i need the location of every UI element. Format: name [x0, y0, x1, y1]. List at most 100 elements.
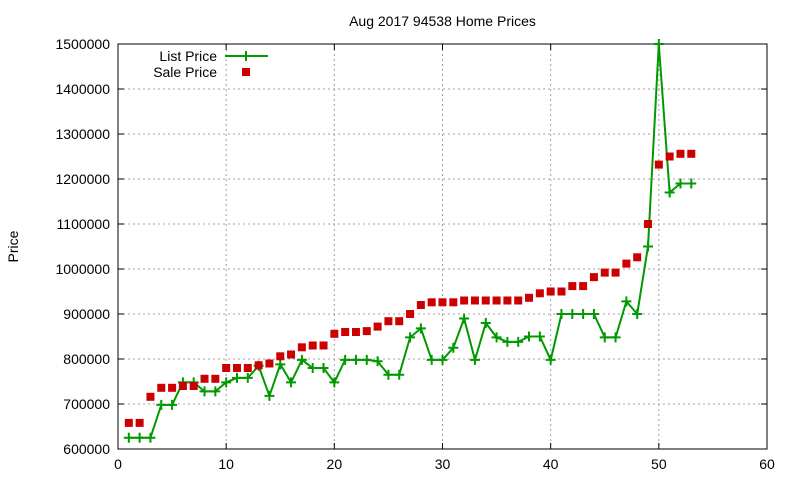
- list-price-point: [599, 332, 610, 343]
- sale-price-point: [178, 382, 187, 390]
- list-price-point: [383, 369, 394, 380]
- x-tick-label: 10: [218, 456, 234, 472]
- sale-price-point: [200, 374, 209, 383]
- sale-price-point: [222, 364, 231, 372]
- list-price-point: [199, 386, 210, 397]
- list-price-point: [156, 399, 167, 410]
- list-price-point: [437, 354, 448, 365]
- sale-price-point: [644, 220, 653, 228]
- sale-price-point: [330, 329, 339, 338]
- list-price-point: [578, 309, 589, 319]
- y-tick-label: 1100000: [57, 216, 111, 232]
- list-price-point: [145, 432, 156, 443]
- list-price-point: [221, 377, 232, 388]
- y-tick-label: 1400000: [55, 81, 110, 97]
- legend-label-list-price: List Price: [159, 48, 217, 64]
- y-tick-label: 700000: [63, 396, 110, 412]
- sale-price-point: [146, 392, 155, 401]
- x-tick-label: 40: [543, 456, 559, 472]
- list-price-point: [405, 332, 416, 343]
- list-price-point: [664, 187, 675, 198]
- sale-price-point: [341, 328, 350, 336]
- x-tick-label: 60: [759, 456, 775, 472]
- sale-price-point: [135, 418, 144, 427]
- list-price-point: [610, 332, 621, 343]
- series-layer: [123, 39, 697, 443]
- list-price-point: [426, 354, 437, 365]
- list-price-point: [394, 369, 405, 380]
- list-price-point: [372, 356, 383, 367]
- list-price-point: [448, 342, 459, 353]
- list-price-point: [632, 309, 643, 319]
- y-axis-label: Price: [5, 230, 21, 262]
- list-price-point: [329, 377, 340, 388]
- list-price-point: [686, 178, 697, 189]
- list-price-point: [134, 432, 145, 443]
- sale-price-point: [449, 298, 458, 307]
- list-price-point: [318, 363, 329, 373]
- sale-price-point: [535, 289, 544, 298]
- list-price-point: [415, 323, 426, 334]
- sale-price-point: [168, 383, 177, 392]
- sale-price-point: [416, 301, 425, 309]
- list-price-point: [621, 296, 632, 307]
- list-price-point: [556, 309, 567, 319]
- sale-price-point: [406, 310, 415, 318]
- list-price-point: [480, 318, 491, 328]
- sale-price-point: [633, 253, 642, 262]
- list-price-point: [491, 332, 502, 343]
- y-tick-label: 800000: [63, 351, 110, 367]
- legend-list-price-marker: [241, 51, 251, 61]
- list-price-point: [502, 336, 513, 347]
- sale-price-point: [265, 359, 274, 368]
- chart-title: Aug 2017 94538 Home Prices: [349, 13, 536, 29]
- sale-price-point: [654, 160, 663, 169]
- list-price-point: [167, 399, 178, 410]
- list-price-point: [675, 178, 686, 189]
- list-price-point: [653, 39, 664, 49]
- y-tick-label: 600000: [63, 441, 110, 457]
- list-price-point: [459, 313, 470, 324]
- axis-ticks: 0 10 20 30 40 50 60 600000 700000 800000 900000 100…: [55, 36, 775, 472]
- sale-price-point: [438, 298, 447, 307]
- y-tick-label: 1300000: [55, 126, 110, 142]
- x-tick-label: 30: [435, 456, 451, 472]
- sale-price-point: [395, 317, 404, 326]
- sale-price-point: [514, 296, 523, 305]
- x-tick-label: 0: [114, 456, 122, 472]
- list-price-point: [513, 336, 524, 347]
- sale-price-point: [687, 149, 696, 158]
- sale-price-point: [600, 268, 609, 277]
- list-price-point: [567, 309, 578, 319]
- sale-price-point: [308, 341, 317, 350]
- sale-price-point: [211, 374, 220, 383]
- y-tick-label: 1500000: [55, 36, 110, 52]
- legend-label-sale-price: Sale Price: [153, 64, 217, 80]
- sale-price-point: [243, 364, 252, 372]
- x-tick-label: 20: [327, 456, 343, 472]
- list-price-point: [231, 372, 242, 383]
- sale-price-point: [124, 418, 133, 427]
- grid: [118, 44, 767, 449]
- sale-price-point: [297, 343, 306, 352]
- y-tick-label: 1200000: [55, 171, 110, 187]
- legend-sale-price-marker: [242, 68, 250, 76]
- list-price-point: [340, 354, 351, 365]
- list-price-point: [588, 309, 599, 319]
- sale-price-point: [373, 322, 382, 331]
- sale-price-point: [287, 350, 296, 359]
- sale-price-point: [557, 287, 566, 296]
- sale-price-point: [611, 268, 620, 277]
- sale-price-point: [427, 298, 436, 307]
- y-tick-label: 900000: [63, 306, 110, 322]
- list-price-point: [264, 390, 275, 401]
- list-price-point: [469, 354, 480, 365]
- list-price-point: [123, 432, 134, 443]
- sale-price-point: [589, 273, 598, 282]
- sale-price-point: [232, 364, 241, 372]
- sale-price-point: [481, 296, 490, 305]
- list-price-point: [307, 363, 318, 373]
- list-price-point: [361, 354, 372, 365]
